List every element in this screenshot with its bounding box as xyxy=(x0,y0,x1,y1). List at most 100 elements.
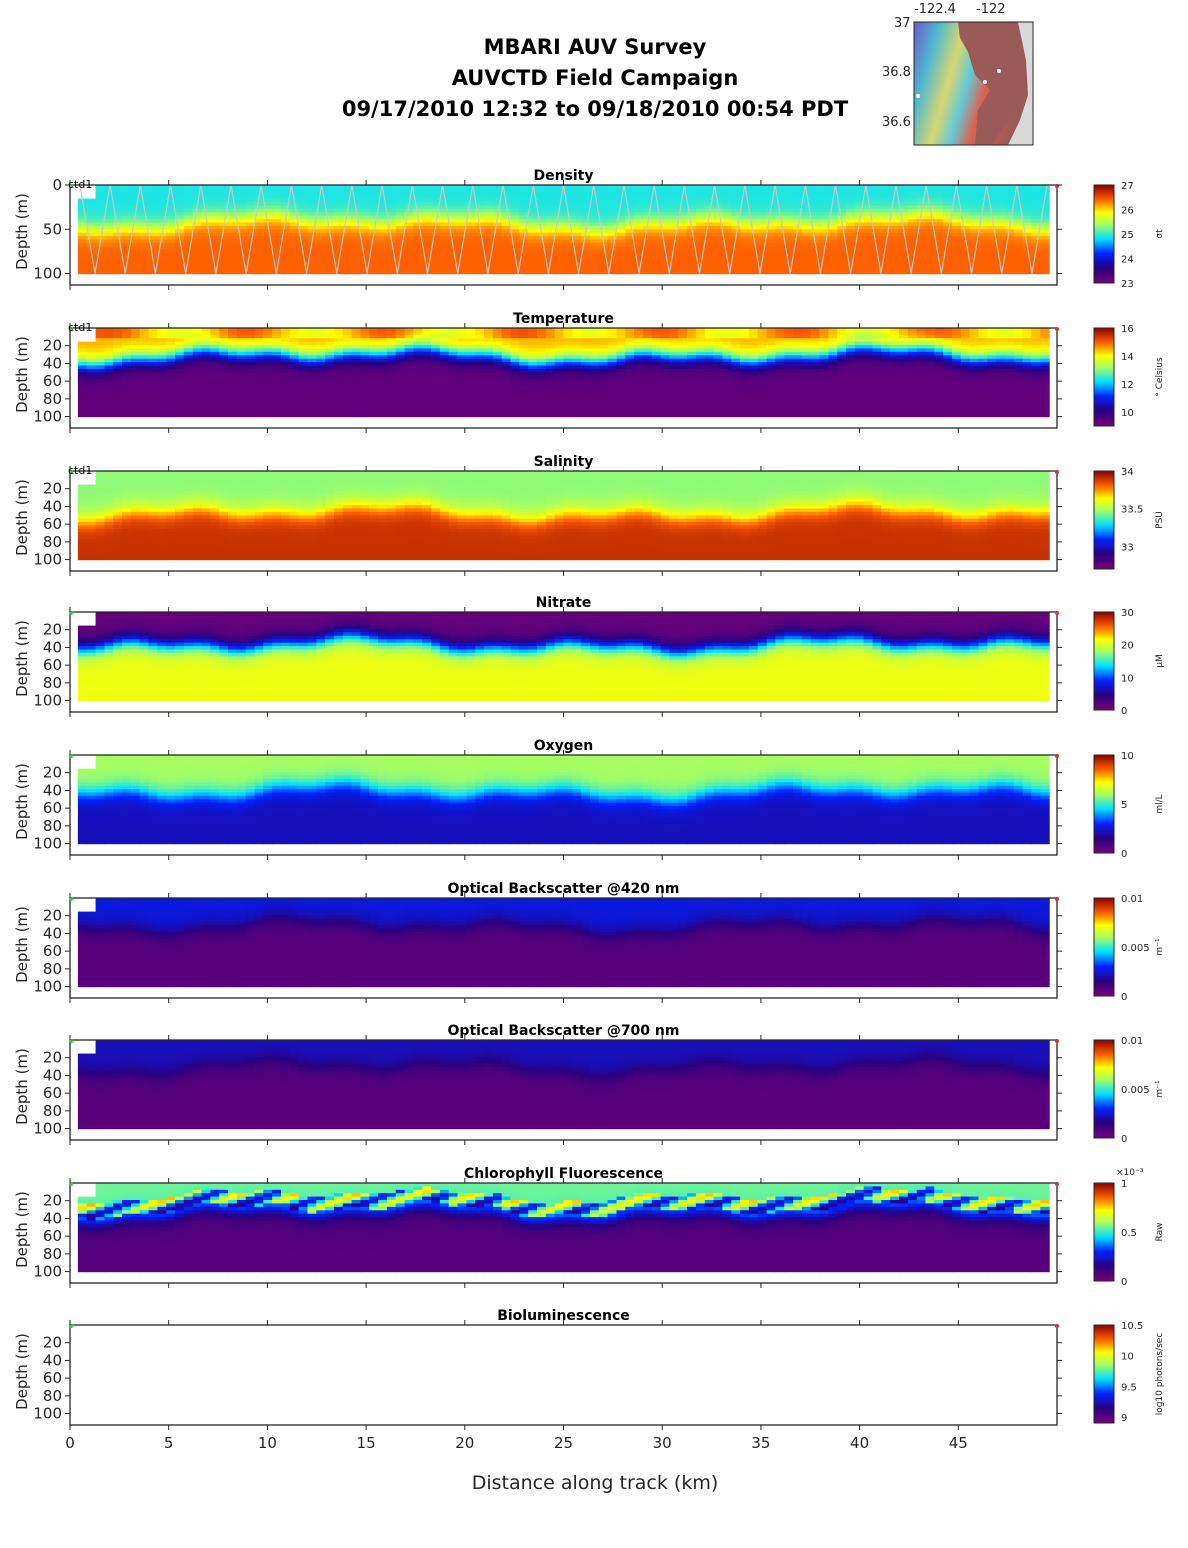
heatmap-cell xyxy=(854,195,865,200)
heatmap-cell xyxy=(784,341,794,346)
heatmap-cell xyxy=(969,229,979,234)
heatmap-cell xyxy=(148,246,158,251)
heatmap-cell xyxy=(448,409,459,414)
heatmap-cell xyxy=(501,225,512,230)
heatmap-cell xyxy=(113,202,123,206)
heatmap-cell xyxy=(828,188,838,193)
heatmap-cell xyxy=(616,368,626,373)
heatmap-cell xyxy=(342,215,353,220)
heatmap-cell xyxy=(731,242,741,247)
heatmap-cell xyxy=(678,406,688,411)
heatmap-cell xyxy=(784,270,794,275)
heatmap-cell xyxy=(899,188,909,193)
heatmap-cell xyxy=(881,259,891,264)
heatmap-cell xyxy=(475,205,485,210)
heatmap-cell xyxy=(183,249,194,254)
heatmap-cell xyxy=(439,345,450,349)
heatmap-cell xyxy=(351,259,361,264)
heatmap-cell xyxy=(704,263,715,268)
heatmap-cell xyxy=(660,389,670,394)
heatmap-cell xyxy=(801,232,812,237)
heatmap-cell xyxy=(554,413,565,418)
heatmap-cell xyxy=(952,266,962,271)
heatmap-cell xyxy=(157,413,167,418)
heatmap-cell xyxy=(969,266,979,271)
heatmap-cell xyxy=(952,236,962,241)
heatmap-cell xyxy=(245,263,256,268)
heatmap-cell xyxy=(846,205,856,210)
heatmap-cell xyxy=(678,195,688,200)
heatmap-cell xyxy=(872,263,882,268)
heatmap-cell xyxy=(713,253,723,258)
heatmap-cell xyxy=(1031,198,1041,203)
heatmap-cell xyxy=(634,259,644,264)
heatmap-cell xyxy=(598,202,609,206)
heatmap-cell xyxy=(475,236,485,241)
heatmap-cell xyxy=(404,382,414,387)
heatmap-cell xyxy=(907,246,918,251)
heatmap-cell xyxy=(731,406,741,411)
heatmap-cell xyxy=(201,242,211,247)
heatmap-cell xyxy=(325,246,335,251)
heatmap-cell xyxy=(837,185,847,189)
heatmap-cell xyxy=(775,229,785,234)
heatmap-cell xyxy=(254,205,264,210)
heatmap-cell xyxy=(281,396,291,401)
heatmap-cell xyxy=(713,362,723,367)
heatmap-cell xyxy=(616,334,626,339)
heatmap-cell xyxy=(395,259,406,264)
heatmap-cell xyxy=(325,413,335,418)
heatmap-cell xyxy=(554,399,565,404)
heatmap-cell xyxy=(766,249,776,254)
colorbar-tick-label: 24 xyxy=(1121,255,1134,266)
heatmap-cell xyxy=(581,253,591,258)
heatmap-cell xyxy=(819,215,829,220)
heatmap-cell xyxy=(386,229,397,234)
heatmap-cell xyxy=(784,256,794,261)
heatmap-cell xyxy=(748,375,759,380)
heatmap-cell xyxy=(528,266,538,271)
heatmap-cell xyxy=(333,351,344,356)
heatmap-cell xyxy=(360,239,370,244)
minimap-lon-tick: -122.4 xyxy=(914,2,956,17)
heatmap-cell xyxy=(766,379,776,384)
heatmap-cell xyxy=(1040,242,1050,247)
heatmap-cell xyxy=(643,215,653,220)
heatmap-cell xyxy=(695,409,706,414)
heatmap-cell xyxy=(378,375,388,380)
heatmap-cell xyxy=(139,219,150,224)
heatmap-cell xyxy=(298,270,308,275)
heatmap-cell xyxy=(113,219,123,224)
heatmap-cell xyxy=(987,208,997,213)
heatmap-cell xyxy=(978,249,988,254)
heatmap-cell xyxy=(519,208,529,213)
heatmap-cell xyxy=(952,256,962,261)
heatmap-cell xyxy=(687,372,697,377)
heatmap-cell xyxy=(740,188,750,193)
heatmap-cell xyxy=(775,195,785,200)
heatmap-cell xyxy=(378,338,388,343)
heatmap-cell xyxy=(272,392,282,397)
heatmap-cell xyxy=(448,345,459,349)
heatmap-cell xyxy=(616,406,626,411)
heatmap-cell xyxy=(757,188,768,193)
heatmap-cell xyxy=(625,413,635,418)
heatmap-cell xyxy=(457,413,467,418)
heatmap-cell xyxy=(669,225,679,230)
heatmap-cell xyxy=(272,195,282,200)
heatmap-cell xyxy=(554,253,565,258)
heatmap-cell xyxy=(404,205,414,210)
heatmap-cell xyxy=(651,365,662,370)
heatmap-cell xyxy=(837,229,847,234)
heatmap-cell xyxy=(122,355,132,360)
heatmap-cell xyxy=(943,215,953,220)
heatmap-cell xyxy=(175,358,185,363)
heatmap-cell xyxy=(369,328,379,332)
heatmap-cell xyxy=(130,225,141,230)
heatmap-cell xyxy=(104,345,114,349)
heatmap-cell xyxy=(281,334,291,339)
heatmap-cell xyxy=(431,263,441,268)
heatmap-cell xyxy=(846,219,856,224)
heatmap-cell xyxy=(457,372,467,377)
heatmap-cell xyxy=(545,195,556,200)
